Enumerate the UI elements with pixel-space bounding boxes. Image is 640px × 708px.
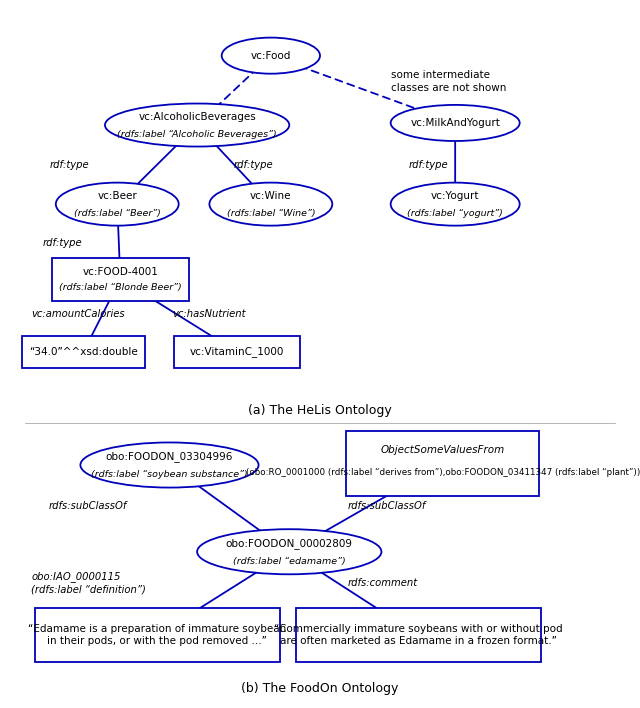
Text: (rdfs:label “soybean substance”): (rdfs:label “soybean substance”)	[91, 470, 248, 479]
Text: rdfs:comment: rdfs:comment	[348, 578, 418, 588]
FancyBboxPatch shape	[346, 431, 540, 496]
Text: obo:IAO_0000115
(rdfs:label “definition”): obo:IAO_0000115 (rdfs:label “definition”…	[31, 571, 146, 595]
Ellipse shape	[390, 105, 520, 141]
Ellipse shape	[221, 38, 320, 74]
Text: “Edamame is a preparation of immature soybean
in their pods, or with the pod rem: “Edamame is a preparation of immature so…	[28, 624, 286, 646]
Text: rdfs:subClassOf: rdfs:subClassOf	[348, 501, 426, 511]
Text: rdf:type: rdf:type	[42, 238, 82, 248]
FancyBboxPatch shape	[51, 258, 189, 301]
Text: (rdfs:label “Alcoholic Beverages”): (rdfs:label “Alcoholic Beverages”)	[117, 130, 277, 139]
FancyBboxPatch shape	[22, 336, 145, 368]
Text: rdf:type: rdf:type	[234, 159, 274, 170]
Text: ObjectSomeValuesFrom: ObjectSomeValuesFrom	[381, 445, 505, 455]
Text: (rdfs:label “Blonde Beer”): (rdfs:label “Blonde Beer”)	[59, 283, 182, 292]
Text: vc:MilkAndYogurt: vc:MilkAndYogurt	[410, 118, 500, 128]
Text: “Commercially immature soybeans with or without pod
are often marketed as Edamam: “Commercially immature soybeans with or …	[274, 624, 563, 646]
Text: (rdfs:label “Beer”): (rdfs:label “Beer”)	[74, 209, 161, 218]
Ellipse shape	[197, 529, 381, 574]
Text: vc:amountCalories: vc:amountCalories	[31, 309, 125, 319]
Text: “34.0”^^xsd:double: “34.0”^^xsd:double	[29, 347, 138, 357]
Text: vc:FOOD-4001: vc:FOOD-4001	[83, 267, 158, 277]
Ellipse shape	[209, 183, 332, 226]
Ellipse shape	[81, 442, 259, 488]
Text: vc:Food: vc:Food	[251, 51, 291, 61]
Text: vc:hasNutrient: vc:hasNutrient	[173, 309, 246, 319]
Ellipse shape	[56, 183, 179, 226]
Ellipse shape	[390, 183, 520, 226]
Text: (rdfs:label “edamame”): (rdfs:label “edamame”)	[233, 557, 346, 566]
Text: vc:Yogurt: vc:Yogurt	[431, 191, 479, 201]
Text: vc:Beer: vc:Beer	[97, 191, 137, 201]
FancyBboxPatch shape	[35, 607, 280, 663]
Text: vc:VitaminC_1000: vc:VitaminC_1000	[190, 346, 284, 358]
Text: rdf:type: rdf:type	[50, 159, 90, 170]
Text: vc:AlcoholicBeverages: vc:AlcoholicBeverages	[138, 113, 256, 122]
Ellipse shape	[105, 103, 289, 147]
Text: obo:FOODON_03304996: obo:FOODON_03304996	[106, 452, 233, 462]
Text: obo:FOODON_00002809: obo:FOODON_00002809	[226, 538, 353, 549]
Text: rdf:type: rdf:type	[409, 159, 449, 170]
FancyBboxPatch shape	[174, 336, 300, 368]
Text: rdfs:subClassOf: rdfs:subClassOf	[49, 501, 127, 511]
Text: (obo:RO_0001000 (rdfs:label “derives from”),obo:FOODON_03411347 (rdfs:label “pla: (obo:RO_0001000 (rdfs:label “derives fro…	[246, 469, 640, 477]
FancyBboxPatch shape	[296, 607, 541, 663]
Text: (rdfs:label “Wine”): (rdfs:label “Wine”)	[227, 209, 315, 218]
Text: vc:Wine: vc:Wine	[250, 191, 292, 201]
Text: (b) The FoodOn Ontology: (b) The FoodOn Ontology	[241, 683, 399, 695]
Text: (a) The HeLis Ontology: (a) The HeLis Ontology	[248, 404, 392, 418]
Text: (rdfs:label “yogurt”): (rdfs:label “yogurt”)	[407, 209, 503, 218]
Text: some intermediate
classes are not shown: some intermediate classes are not shown	[390, 69, 506, 93]
